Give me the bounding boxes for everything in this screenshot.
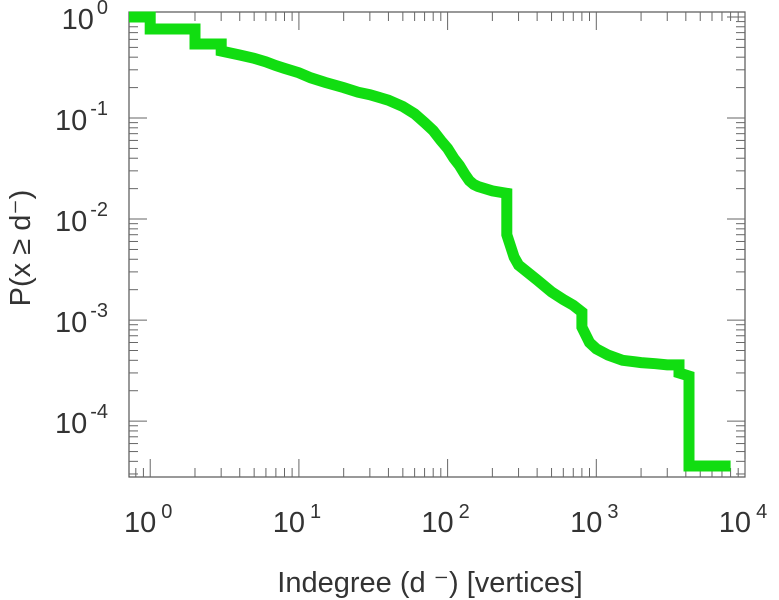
x-axis-title: Indegree (d ⁻) [vertices]	[277, 567, 582, 599]
minor-ticks	[129, 12, 745, 477]
x-tick-label: 10 4	[719, 501, 767, 539]
y-tick-label: 10 -2	[55, 199, 108, 238]
x-tick-labels: 10 0 10 1 10 2 10 3 10 4	[124, 501, 767, 539]
series-line	[129, 11, 731, 472]
y-tick-label: 10 -3	[55, 300, 108, 339]
x-tick-label: 10 0	[124, 501, 172, 539]
y-tick-label: 10 -4	[55, 401, 108, 440]
y-tick-label: 10 0	[62, 0, 108, 36]
plot-frame	[128, 11, 746, 478]
y-axis-title: P(x ≥ d⁻)	[5, 190, 37, 307]
y-tick-label: 10 -1	[55, 98, 108, 137]
x-tick-label: 10 1	[273, 501, 321, 539]
x-tick-label: 10 3	[570, 501, 618, 539]
x-tick-label: 10 2	[421, 501, 469, 539]
major-ticks	[129, 12, 746, 477]
